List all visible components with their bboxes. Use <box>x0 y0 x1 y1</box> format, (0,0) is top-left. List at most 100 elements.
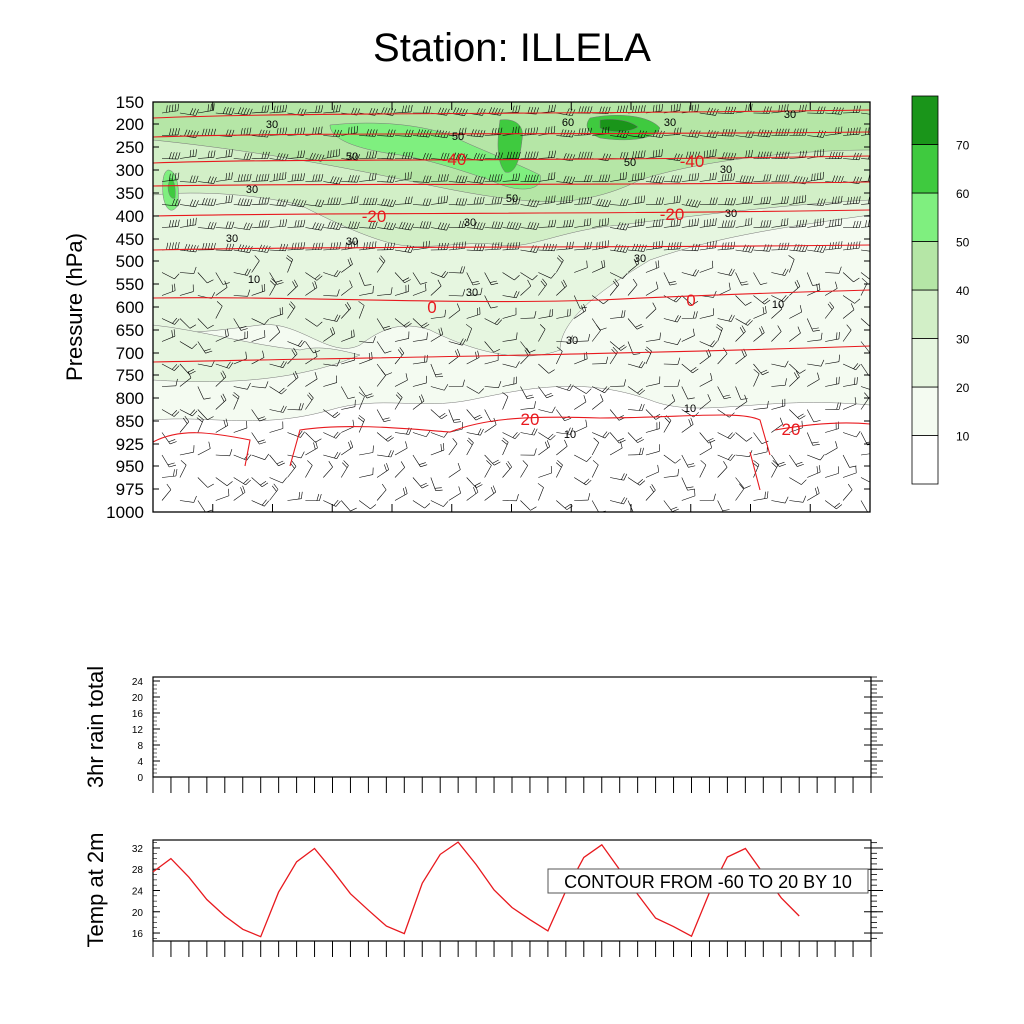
wind-barb <box>842 295 861 304</box>
wind-barb <box>430 222 450 231</box>
temp-contour-label: 20 <box>782 420 801 439</box>
wind-barb <box>287 150 305 159</box>
wind-barb <box>466 221 486 230</box>
wind-barb <box>591 437 600 456</box>
wind-barb <box>843 220 862 229</box>
wind-barb <box>842 431 861 438</box>
wind-barb <box>735 325 746 342</box>
wind-speed-fill <box>153 102 870 422</box>
wind-barb <box>627 447 644 456</box>
wind-barb <box>502 307 517 319</box>
wind-barb <box>269 198 289 207</box>
wind-barb <box>179 199 199 208</box>
wind-barb <box>179 409 198 417</box>
wind-barb <box>771 174 790 182</box>
wind-barb <box>502 432 520 439</box>
wind-barb <box>610 497 628 505</box>
wind-barb <box>699 172 717 182</box>
wind-barb <box>323 431 341 439</box>
wind-barb <box>825 195 843 205</box>
wind-barb <box>448 198 468 206</box>
wind-barb <box>233 198 253 207</box>
wind-barb <box>574 260 588 273</box>
wind-barb <box>699 340 718 348</box>
wind-barb <box>215 449 233 457</box>
temp-contour-line <box>153 131 870 138</box>
wind-barb <box>825 354 840 365</box>
wind-barb <box>842 363 861 371</box>
temp-contour-line <box>153 181 870 187</box>
wind-barb <box>825 331 840 342</box>
wind-barb <box>484 417 497 433</box>
wind-barb <box>502 151 521 159</box>
wind-barb <box>789 420 803 433</box>
temp-axis: 16 20 24 28 32 <box>132 842 883 957</box>
wind-barb <box>591 500 606 512</box>
wind-barb <box>538 150 557 159</box>
wind-barb <box>430 270 449 278</box>
wind-barb <box>592 431 610 439</box>
colorbar-box <box>911 241 939 291</box>
wind-barb <box>556 427 574 435</box>
wind-barb <box>323 499 341 507</box>
wind-barb <box>699 260 714 273</box>
cross-section-panel: -40 -40 -20 -20 0 0 20 20 30 50 50 60 30 30 30 50 50 30 30… <box>62 93 871 522</box>
pressure-tick-label: 700 <box>116 344 144 363</box>
wind-barb <box>305 280 318 296</box>
pressure-axis-label: Pressure (hPa) <box>62 233 87 381</box>
wind-barb <box>627 403 645 412</box>
wind-barb <box>197 409 214 421</box>
wind-barb <box>215 301 223 319</box>
wind-barb <box>771 325 782 342</box>
wind-barb <box>538 272 556 279</box>
wind-barb <box>376 432 394 442</box>
wind-barb <box>448 379 465 387</box>
wind-barb <box>394 347 405 365</box>
wind-barb <box>627 432 644 443</box>
wind-barb <box>430 279 442 296</box>
wind-barb <box>466 196 485 205</box>
wind-barb <box>161 363 180 371</box>
wind-barb <box>412 318 430 329</box>
wind-barb <box>627 172 645 182</box>
wind-barb <box>394 104 413 114</box>
wind-barb <box>681 311 698 319</box>
wind-barb <box>197 500 213 512</box>
wind-barb <box>484 341 501 353</box>
wind-barb <box>430 195 449 205</box>
wind-barb <box>645 219 664 228</box>
wind-barb <box>394 392 403 410</box>
wind-barb <box>305 105 324 114</box>
wind-barb <box>681 386 695 400</box>
wind-barb <box>394 272 411 284</box>
wind-barb <box>233 173 252 182</box>
wind-barb <box>233 485 246 501</box>
wind-barb <box>771 295 789 302</box>
wind-barb <box>860 432 870 446</box>
y-tick-label: 32 <box>132 844 144 855</box>
wind-barb <box>430 129 450 139</box>
wind-barb <box>376 462 389 478</box>
wind-barb <box>663 175 683 183</box>
wind-barb <box>843 127 861 136</box>
wind-barb <box>825 441 838 456</box>
wind-barb <box>538 440 551 456</box>
wind-barb <box>251 477 269 487</box>
wind-barb <box>377 129 396 137</box>
wind-barb <box>430 384 449 391</box>
wind-barb <box>573 295 587 309</box>
wind-barb <box>484 409 499 423</box>
speed-contour-label: 50 <box>346 151 358 163</box>
wind-barb <box>269 360 287 368</box>
wind-barb <box>715 324 723 342</box>
wind-barb <box>520 500 537 511</box>
wind-barb <box>305 392 314 410</box>
wind-barb <box>609 341 627 351</box>
wind-barb <box>377 242 396 251</box>
wind-barb <box>645 281 659 296</box>
wind-barb <box>538 432 556 441</box>
wind-barb <box>448 175 468 184</box>
speed-contour-label: 30 <box>634 253 646 265</box>
wind-barb <box>825 266 842 274</box>
wind-barb <box>233 222 253 231</box>
